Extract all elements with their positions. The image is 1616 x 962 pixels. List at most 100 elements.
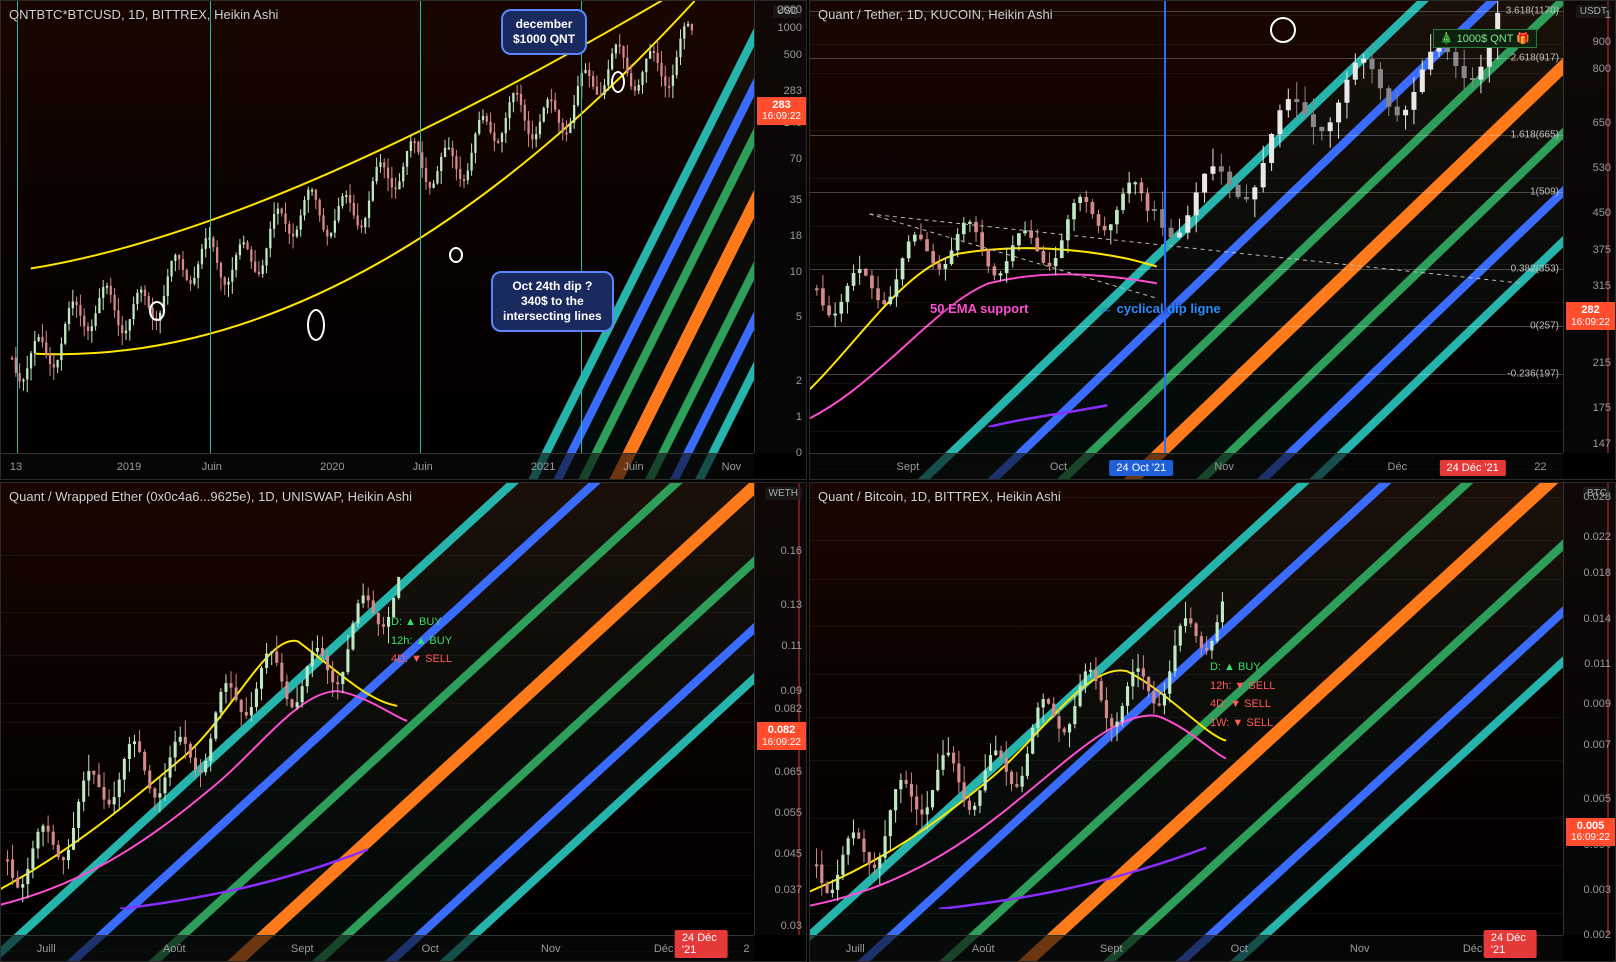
fib-label: 1(509) — [1530, 187, 1559, 198]
price-tag-bl: 0.082 16:09:22 — [757, 722, 806, 750]
target-badge-tr: 🎄 1000$ QNT 🎁 — [1433, 29, 1537, 48]
ytick: 315 — [1593, 280, 1611, 292]
xtick: Juin — [202, 461, 222, 473]
price-tag-tl: 283 16:09:22 — [757, 97, 806, 125]
ytick: 650 — [1593, 117, 1611, 129]
ytick: 1000 — [778, 22, 802, 34]
ytick: 0.028 — [1583, 491, 1611, 503]
ytick: 0.007 — [1583, 739, 1611, 751]
xtick: 2021 — [531, 461, 555, 473]
ytick: 215 — [1593, 357, 1611, 369]
panel-tl-title: QNTBTC*BTCUSD, 1D, BITTREX, Heikin Ashi — [9, 7, 278, 22]
panel-br-title: Quant / Bitcoin, 1D, BITTREX, Heikin Ash… — [818, 489, 1061, 504]
yaxis-tl[interactable]: USD 20001000500283140703518105210 — [754, 1, 806, 453]
callout-octdip-l2: 340$ to the — [521, 294, 584, 308]
panel-tr-title: Quant / Tether, 1D, KUCOIN, Heikin Ashi — [818, 7, 1053, 22]
fib-line — [810, 374, 1563, 375]
xtick: Oct — [1050, 461, 1067, 473]
sig-br-3: 1W: ▼ SELL — [1210, 714, 1275, 733]
ytick: 175 — [1593, 402, 1611, 414]
fib-line — [810, 192, 1563, 193]
fib-line — [810, 326, 1563, 327]
xtick: Nov — [1350, 943, 1370, 955]
ytick: 0.13 — [781, 599, 802, 611]
callout-octdip-l1: Oct 24th dip ? — [512, 279, 592, 293]
panel-br[interactable]: Quant / Bitcoin, 1D, BITTREX, Heikin Ash… — [809, 482, 1616, 962]
label-50ema: 50 EMA support — [930, 301, 1028, 316]
ytick: 0.003 — [1583, 884, 1611, 896]
sig-br-0: D: ▲ BUY — [1210, 658, 1275, 677]
countdown-tr: 16:09:22 — [1571, 317, 1610, 329]
fib-label: 1.618(665) — [1511, 129, 1559, 140]
fib-line — [810, 269, 1563, 270]
ytick: 0.065 — [774, 766, 802, 778]
ytick: 70 — [790, 153, 802, 165]
xtick: Juill — [846, 943, 865, 955]
candles-bl — [1, 483, 754, 909]
circle-mark — [149, 301, 165, 321]
price-br: 0.005 — [1571, 820, 1610, 833]
callout-december-l1: december — [516, 17, 573, 31]
price-tr: 282 — [1571, 304, 1610, 317]
ytick: 375 — [1593, 244, 1611, 256]
countdown-bl: 16:09:22 — [762, 737, 801, 749]
signals-br: D: ▲ BUY 12h: ▼ SELL 4D: ▼ SELL 1W: ▼ SE… — [1210, 658, 1275, 733]
ytick: 0 — [796, 447, 802, 459]
ytick: 0.022 — [1583, 531, 1611, 543]
yaxis-br[interactable]: BTC 0.0280.0220.0180.0140.0110.0090.0070… — [1563, 483, 1615, 935]
ytick: 2000 — [778, 4, 802, 16]
xtick: Sept — [1100, 943, 1123, 955]
yunit-bl: WETH — [765, 487, 802, 500]
xtick: 13 — [10, 461, 22, 473]
sig-bl-0: D: ▲ BUY — [391, 613, 452, 632]
fib-label: -0.236(197) — [1507, 368, 1559, 379]
price-bl: 0.082 — [762, 724, 801, 737]
candles-br — [810, 483, 1563, 909]
vline — [581, 1, 582, 453]
vline — [806, 1, 807, 453]
panel-tr[interactable]: Quant / Tether, 1D, KUCOIN, Heikin Ashi … — [809, 0, 1616, 480]
ytick: 0.005 — [1583, 793, 1611, 805]
ytick: 0.082 — [774, 703, 802, 715]
ytick: 530 — [1593, 162, 1611, 174]
price-tag-tr: 282 16:09:22 — [1566, 302, 1615, 330]
ytick: 1 — [1605, 9, 1611, 21]
yaxis-tr[interactable]: USDT 1900800650530450375315282215175147 — [1563, 1, 1615, 453]
xtick: Sept — [291, 943, 314, 955]
xtick: Nov — [1214, 461, 1234, 473]
ytick: 147 — [1593, 438, 1611, 450]
ytick: 0.009 — [1583, 698, 1611, 710]
vline — [210, 1, 211, 453]
xtick: Août — [163, 943, 186, 955]
ytick: 450 — [1593, 207, 1611, 219]
xaxis-bl[interactable]: JuillAoûtSeptOctNovDéc224 Déc '21 — [1, 935, 754, 961]
xtick: 2 — [743, 943, 749, 955]
date-tag: 24 Déc '21 — [1440, 460, 1506, 476]
countdown-tl: 16:09:22 — [762, 111, 801, 123]
panel-bl[interactable]: Quant / Wrapped Ether (0x0c4a6...9625e),… — [0, 482, 807, 962]
date-tag: 24 Déc '21 — [1484, 930, 1537, 958]
xaxis-br[interactable]: JuillAoûtSeptOctNovDéc24 Déc '21 — [810, 935, 1563, 961]
yaxis-bl[interactable]: WETH 0.160.130.110.090.0820.0650.0550.04… — [754, 483, 806, 935]
date-tag: 24 Déc '21 — [675, 930, 728, 958]
xtick: Juill — [37, 943, 56, 955]
ytick: 10 — [790, 266, 802, 278]
countdown-br: 16:09:22 — [1571, 832, 1610, 844]
xtick: 22 — [1534, 461, 1546, 473]
xaxis-tr[interactable]: SeptOctNovDéc2224 Oct '2124 Déc '21 — [810, 453, 1563, 479]
xaxis-tl[interactable]: 132019Juin2020Juin2021JuinNov — [1, 453, 754, 479]
panel-tl[interactable]: QNTBTC*BTCUSD, 1D, BITTREX, Heikin Ashi … — [0, 0, 807, 480]
ytick: 0.055 — [774, 807, 802, 819]
fib-label: 0(257) — [1530, 321, 1559, 332]
vline — [1164, 1, 1166, 453]
circle-mark — [449, 247, 463, 263]
xtick: Oct — [422, 943, 439, 955]
xtick: Nov — [722, 461, 742, 473]
ytick: 500 — [784, 49, 802, 61]
xtick: Déc — [1463, 943, 1483, 955]
ytick: 0.011 — [1584, 658, 1611, 670]
ytick: 900 — [1593, 36, 1611, 48]
ytick: 0.002 — [1583, 929, 1611, 941]
xtick: Août — [972, 943, 995, 955]
xtick: Déc — [1388, 461, 1408, 473]
